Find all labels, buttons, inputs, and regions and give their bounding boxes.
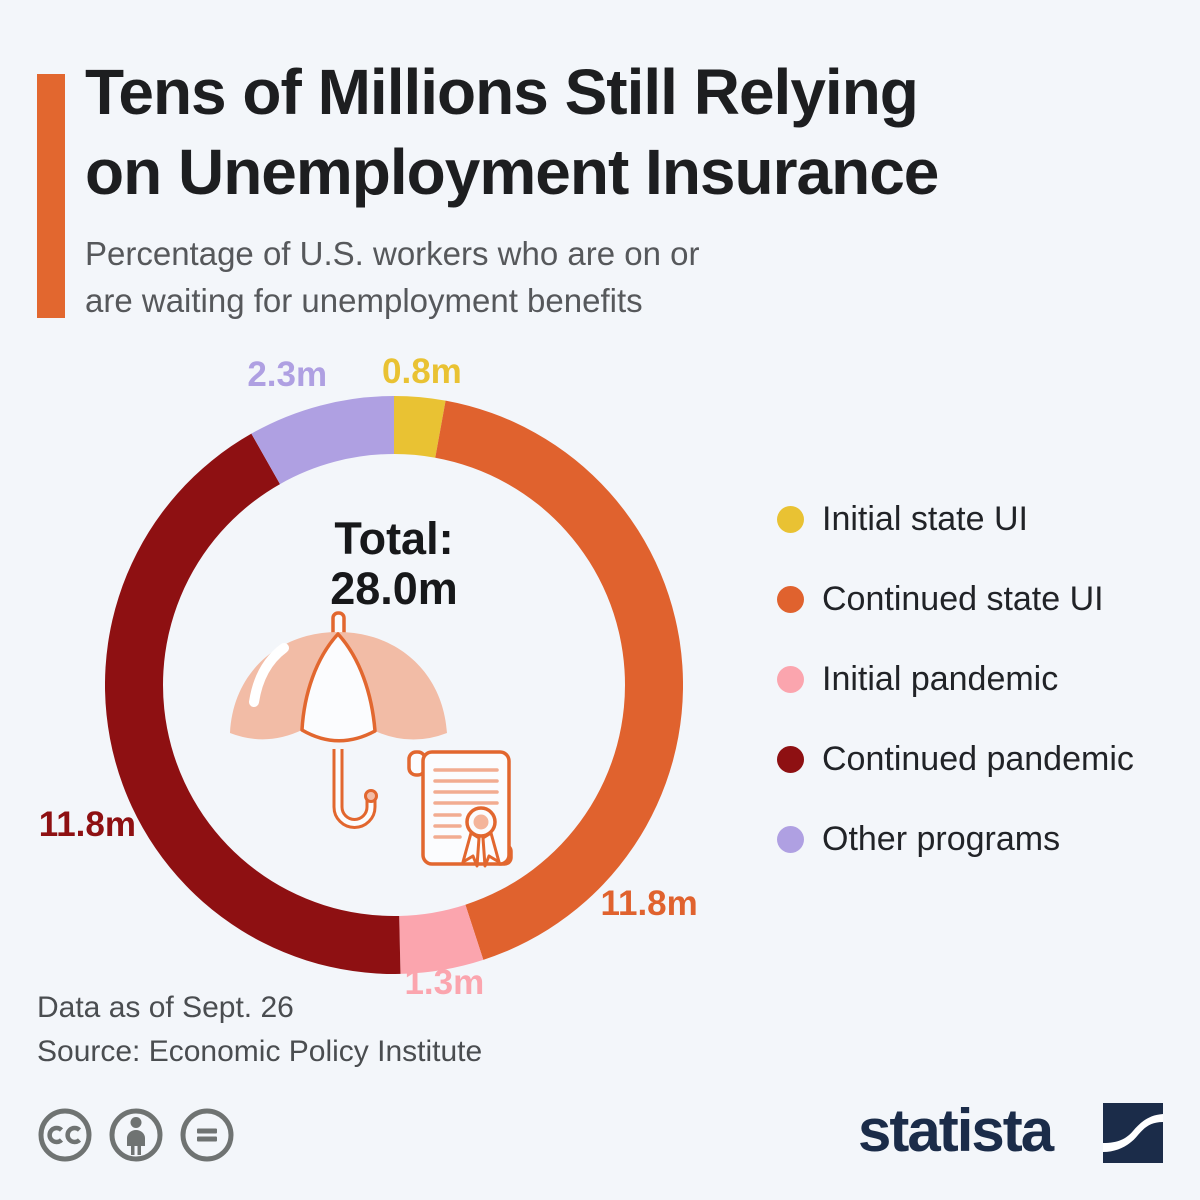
- legend-label: Continued pandemic: [822, 739, 1134, 778]
- slice-value-label-initial-state-ui: 0.8m: [382, 352, 462, 392]
- data-note: Data as of Sept. 26: [37, 991, 294, 1024]
- page-title-line1: Tens of Millions Still Relying: [85, 56, 919, 128]
- legend-label: Other programs: [822, 819, 1061, 858]
- statista-logo-icon: [1103, 1103, 1163, 1163]
- footer: Data as of Sept. 26 Source: Economic Pol…: [37, 986, 482, 1074]
- page-subtitle-line2: are waiting for unemployment benefits: [85, 282, 643, 319]
- slice-value-label-initial-pandemic: 1.3m: [404, 962, 485, 1002]
- legend-item-continued-state-ui: Continued state UI: [777, 579, 1134, 618]
- legend-item-initial-pandemic: Initial pandemic: [777, 659, 1134, 698]
- page-subtitle-line1: Percentage of U.S. workers who are on or: [85, 235, 700, 272]
- umbrella-icon: [230, 611, 447, 829]
- attribution-icon: [109, 1108, 163, 1162]
- page-title-line2: on Unemployment Insurance: [85, 136, 939, 208]
- slice-value-label-continued-state-ui: 11.8m: [600, 883, 698, 923]
- donut-total: Total: 28.0m: [330, 514, 458, 614]
- legend: Initial state UI Continued state UI Initia…: [777, 499, 1134, 858]
- donut-slice-initial-state-ui: [394, 396, 446, 458]
- insurance-certificate-icon: [407, 750, 513, 868]
- legend-dot: [777, 665, 804, 693]
- slice-value-label-continued-pandemic: 11.8m: [38, 804, 136, 844]
- legend-item-initial-state-ui: Initial state UI: [777, 499, 1134, 538]
- legend-label: Initial state UI: [822, 499, 1028, 538]
- donut-slice-initial-pandemic: [399, 904, 484, 974]
- legend-item-other-programs: Other programs: [777, 819, 1134, 858]
- creative-commons-icon: [38, 1108, 92, 1162]
- total-value: 28.0m: [330, 563, 458, 614]
- slice-value-label-other-programs: 2.3m: [247, 354, 328, 394]
- legend-dot: [777, 825, 804, 853]
- license-icons: [36, 1106, 236, 1164]
- donut-slice-continued-state-ui: [435, 400, 683, 960]
- legend-item-continued-pandemic: Continued pandemic: [777, 739, 1134, 778]
- total-label: Total:: [334, 513, 454, 564]
- statista-wordmark: statista: [858, 1097, 1054, 1164]
- donut-ring: [105, 396, 683, 974]
- source-note: Source: Economic Policy Institute: [37, 1035, 483, 1068]
- legend-label: Initial pandemic: [822, 659, 1059, 698]
- donut-chart: Total: 28.0m: [39, 352, 698, 1002]
- page-title: Tens of Millions Still Relying on Unempl…: [85, 52, 1165, 212]
- center-icons: [230, 611, 513, 868]
- legend-label: Continued state UI: [822, 579, 1104, 618]
- accent-bar: [37, 74, 65, 318]
- legend-dot: [777, 505, 804, 533]
- no-derivatives-icon: [180, 1108, 234, 1162]
- legend-dot: [777, 745, 804, 773]
- legend-dot: [777, 585, 804, 613]
- donut-slice-continued-pandemic: [105, 433, 401, 974]
- page-subtitle: Percentage of U.S. workers who are on or…: [85, 230, 1085, 324]
- donut-slice-other-programs: [251, 396, 394, 485]
